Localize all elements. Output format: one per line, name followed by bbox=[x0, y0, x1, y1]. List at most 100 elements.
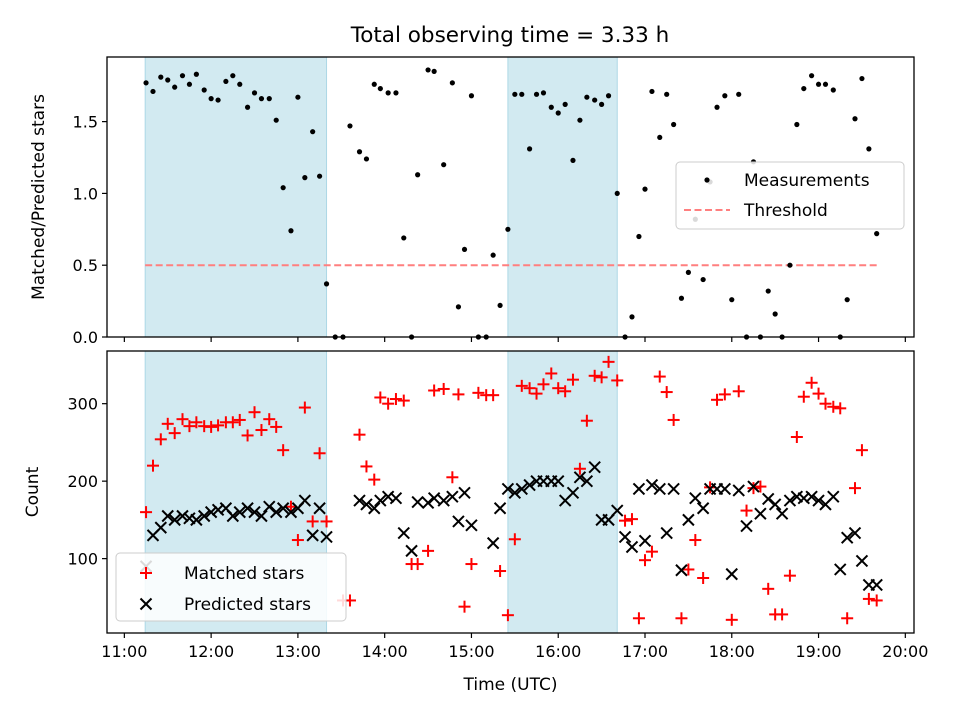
predicted-star-marker bbox=[588, 461, 601, 474]
predicted-star-marker bbox=[725, 567, 738, 581]
matched-star-marker bbox=[494, 565, 507, 578]
predicted-star-marker bbox=[580, 474, 594, 488]
predicted-star-marker-b bbox=[775, 507, 789, 520]
predicted-star-marker-b bbox=[834, 563, 847, 576]
bot-ytick-label: 300 bbox=[67, 395, 98, 414]
measurement-point bbox=[449, 80, 455, 86]
predicted-star-marker-b bbox=[263, 500, 276, 513]
measurement-point bbox=[548, 104, 554, 110]
top-axes-frame bbox=[106, 56, 915, 338]
predicted-star-marker-b bbox=[437, 494, 450, 507]
bottom-legend: Matched stars Predicted stars bbox=[115, 552, 347, 622]
predicted-star-marker bbox=[508, 486, 522, 499]
measurement-point bbox=[441, 162, 447, 168]
matched-star-marker bbox=[437, 382, 450, 395]
predicted-star-marker-b bbox=[197, 509, 211, 523]
predicted-star-marker-b bbox=[427, 491, 441, 505]
matched-star-marker bbox=[783, 569, 796, 582]
matched-star-marker bbox=[754, 480, 767, 493]
matched-star-marker bbox=[508, 533, 521, 546]
predicted-star-marker-b bbox=[219, 502, 233, 515]
predicted-star-marker-b bbox=[689, 491, 702, 505]
measurement-point bbox=[172, 84, 178, 90]
bot-xtick-label: 13:00 bbox=[275, 642, 321, 661]
measurement-point bbox=[468, 93, 475, 99]
measurement-point bbox=[533, 91, 540, 97]
matched-star-marker bbox=[718, 388, 731, 401]
matched-star-marker bbox=[248, 406, 261, 419]
matched-star-marker bbox=[298, 401, 311, 414]
predicted-star-marker bbox=[168, 513, 181, 527]
predicted-star-marker-b bbox=[783, 494, 797, 507]
matched-star-marker bbox=[725, 613, 738, 626]
matched-star-marker bbox=[446, 471, 459, 484]
measurement-point bbox=[158, 74, 164, 80]
measurement-point bbox=[649, 88, 655, 95]
matched-star-marker bbox=[154, 433, 167, 446]
predicted-star-marker bbox=[754, 507, 767, 520]
matched-star-marker bbox=[263, 413, 276, 426]
measurement-point bbox=[371, 81, 377, 87]
measurement-point bbox=[223, 78, 229, 85]
measurement-point bbox=[208, 96, 214, 102]
measurement-point bbox=[393, 90, 399, 96]
measurement-point bbox=[685, 269, 691, 275]
measurement-point bbox=[237, 81, 243, 87]
matched-star-marker bbox=[168, 427, 181, 440]
measurement-point bbox=[512, 91, 518, 97]
predicted-star-marker-b bbox=[740, 519, 753, 533]
predicted-star-marker bbox=[625, 540, 639, 554]
matched-star-marker bbox=[797, 390, 810, 403]
matched-star-marker bbox=[602, 355, 615, 368]
bot-xtick-label: 20:00 bbox=[882, 642, 928, 661]
predicted-star-marker-b bbox=[523, 478, 536, 492]
predicted-star-marker-b bbox=[762, 492, 775, 506]
predicted-star-marker bbox=[405, 544, 418, 558]
measurement-point bbox=[671, 121, 677, 128]
measurement-point bbox=[347, 123, 353, 129]
predicted-star-marker-b bbox=[732, 484, 745, 497]
matched-star-marker bbox=[611, 374, 624, 387]
measurement-point bbox=[540, 90, 547, 96]
matched-star-marker bbox=[226, 416, 239, 429]
predicted-star-marker bbox=[834, 563, 847, 576]
matched-star-marker bbox=[389, 393, 402, 406]
top-x-ticks bbox=[123, 337, 906, 342]
bottom-panel: 11:00 12:00 13:00 14:00 15:00 16:00 17:00 18:00… bbox=[23, 350, 928, 695]
predicted-star-marker bbox=[437, 494, 450, 507]
predicted-star-marker bbox=[306, 529, 319, 542]
predicted-star-marker bbox=[732, 484, 745, 497]
matched-star-marker bbox=[559, 385, 572, 398]
predicted-star-marker bbox=[552, 474, 565, 488]
measurement-point bbox=[636, 233, 642, 240]
matched-star-marker bbox=[458, 600, 471, 613]
predicted-star-marker-b bbox=[248, 505, 261, 519]
predicted-star-marker bbox=[718, 482, 732, 496]
predicted-star-marker bbox=[618, 530, 632, 544]
predicted-star-marker-b bbox=[725, 567, 738, 581]
predicted-star-marker bbox=[368, 502, 381, 515]
measurement-point bbox=[165, 77, 171, 83]
predicted-star-marker-b bbox=[848, 526, 862, 540]
measurement-point bbox=[415, 172, 421, 178]
matched-star-marker bbox=[472, 386, 485, 399]
measurement-point bbox=[310, 129, 316, 135]
predicted-star-marker bbox=[154, 521, 168, 534]
predicted-star-marker-b bbox=[452, 515, 465, 528]
predicted-star-marker-b bbox=[405, 544, 418, 558]
predicted-star-marker bbox=[320, 530, 333, 544]
predicted-star-marker-b bbox=[501, 482, 515, 496]
matched-star-marker bbox=[190, 416, 203, 429]
predicted-star-marker bbox=[638, 534, 652, 548]
predicted-star-marker bbox=[827, 490, 840, 503]
measurement-point bbox=[363, 156, 370, 162]
matched-star-marker bbox=[140, 506, 153, 519]
matched-star-marker bbox=[320, 515, 333, 528]
matched-star-marker bbox=[740, 504, 753, 517]
predicted-star-marker-b bbox=[667, 482, 680, 496]
measurement-point bbox=[150, 88, 156, 95]
predicted-star-marker-b bbox=[276, 502, 290, 515]
predicted-star-marker-b bbox=[611, 504, 624, 517]
predicted-star-marker bbox=[241, 502, 254, 515]
